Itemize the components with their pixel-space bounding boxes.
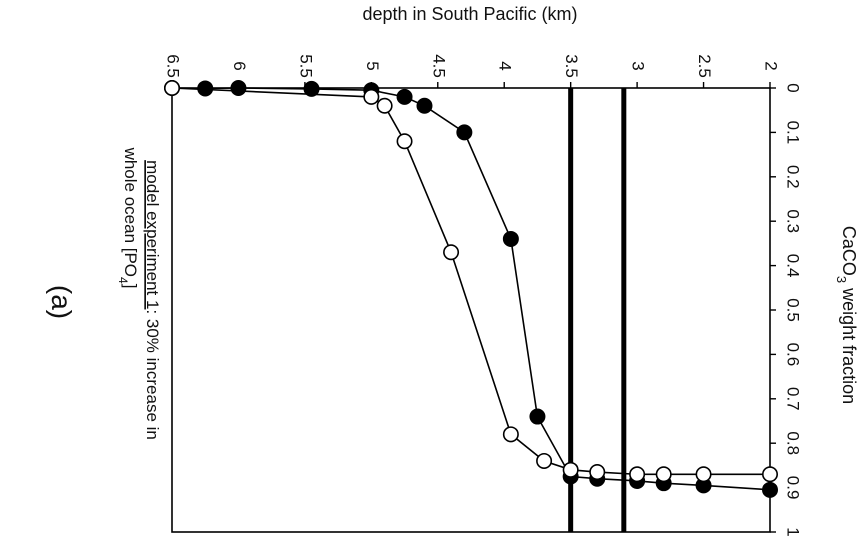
reference-lines (568, 88, 627, 532)
caco3-tick-label: 0.9 (784, 476, 803, 500)
depth-tick-label: 5.5 (296, 54, 315, 78)
open-data-point (396, 133, 413, 150)
open-data-point (502, 426, 519, 443)
depth-tick-label: 2 (762, 61, 781, 70)
filled-data-point (396, 88, 413, 105)
panel-label-group: (a) (46, 285, 77, 319)
caco3-tick-label: 0.4 (784, 254, 803, 278)
depth-tick-label: 3.5 (562, 54, 581, 78)
caco3-tick-label: 0.1 (784, 121, 803, 145)
open-data-point (655, 466, 672, 483)
open-data-point (363, 88, 380, 105)
caption-line2-end: ] (121, 284, 140, 289)
caption-line1-group: model experiment 1: 30% increase in (143, 160, 162, 440)
depth-tick-label: 6.5 (164, 54, 183, 78)
caption-line1: model experiment 1: 30% increase in (143, 160, 162, 440)
caco3-tick-label: 0.6 (784, 343, 803, 367)
caco3-tick-label: 1 (784, 527, 803, 536)
filled-data-point (529, 408, 546, 425)
caption-line2-group: whole ocean [PO4] (116, 147, 140, 289)
caption-line2-main: whole ocean [PO (121, 147, 140, 277)
caco3-title-main: CaCO (839, 226, 859, 276)
filled-data-point (303, 80, 320, 97)
caco3-axis-title: CaCO3 weight fraction (834, 226, 859, 404)
caption-prefix: model experiment 1 (143, 160, 162, 309)
plot-frame (171, 87, 771, 533)
open-data-point (629, 466, 646, 483)
caco3-tick-label: 0.2 (784, 165, 803, 189)
filled-data-point (230, 80, 247, 97)
series-layer (164, 80, 778, 498)
depth-tick-label: 4 (496, 61, 515, 70)
filled-data-point (761, 481, 778, 498)
caco3-axis-title-group: CaCO3 weight fraction (834, 226, 859, 404)
caption-line1-rest: : 30% increase in (143, 309, 162, 439)
caco3-tick-label: 0.3 (784, 209, 803, 233)
caption-line2-sub: 4 (116, 277, 130, 284)
filled-data-point (416, 97, 433, 114)
depth-tick-label: 2.5 (695, 54, 714, 78)
filled-data-point (197, 80, 214, 97)
depth-tick-label: 6 (230, 61, 249, 70)
open-data-point (164, 80, 181, 97)
caco3-tick-label: 0.5 (784, 298, 803, 322)
open-data-point (695, 466, 712, 483)
depth-axis-ticks: 2 2.5 3 3.5 4 4.5 5 5.5 6 6.5 (164, 54, 781, 88)
open-data-point (589, 464, 606, 481)
series-line-filled (171, 87, 771, 491)
caco3-tick-label: 0 (784, 83, 803, 92)
depth-axis-title: depth in South Pacific (km) (362, 4, 577, 24)
filled-data-point (456, 124, 473, 141)
open-data-point (443, 244, 460, 261)
depth-tick-label: 5 (363, 61, 382, 70)
caco3-title-sub: 3 (834, 276, 849, 283)
open-data-point (562, 461, 579, 478)
panel-label: (a) (46, 285, 77, 319)
caco3-axis-ticks: 0 0.1 0.2 0.3 0.4 0.5 0.6 0.7 0.8 0.9 1 (770, 83, 803, 537)
caco3-tick-label: 0.8 (784, 431, 803, 455)
caco3-tick-label: 0.7 (784, 387, 803, 411)
open-data-point (536, 452, 553, 469)
filled-data-point (502, 230, 519, 247)
open-data-point (761, 466, 778, 483)
depth-tick-label: 4.5 (429, 54, 448, 78)
caption-line2: whole ocean [PO4] (116, 147, 140, 289)
caco3-title-rest: weight fraction (839, 283, 859, 404)
depth-tick-label: 3 (629, 61, 648, 70)
open-data-point (376, 97, 393, 114)
